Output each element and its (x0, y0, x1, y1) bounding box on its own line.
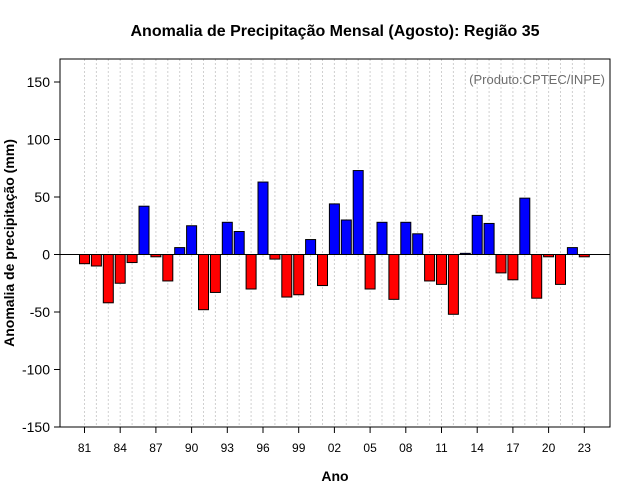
y-tick-label: 0 (42, 247, 50, 263)
bar-1984 (114, 254, 126, 284)
bar-1991 (198, 254, 209, 311)
grid-lines (84, 59, 585, 427)
bar-2002 (328, 203, 340, 255)
bar-1985 (126, 254, 138, 264)
bar-1994 (233, 231, 245, 255)
bar-2001 (317, 254, 328, 287)
bar-2014 (471, 214, 483, 255)
x-tick-label: 99 (292, 441, 306, 455)
bar-2010 (424, 254, 436, 282)
bar-2016 (495, 254, 507, 274)
bar-2000 (305, 239, 317, 256)
y-tick-label: 50 (34, 189, 50, 205)
bar-1993 (221, 221, 233, 256)
bar-1998 (281, 254, 293, 298)
bar-1990 (186, 225, 198, 255)
x-tick-label: 81 (78, 441, 92, 455)
bar-2021 (555, 254, 566, 285)
bars (79, 170, 590, 315)
bar-2017 (507, 254, 519, 281)
bar-1999 (293, 254, 305, 296)
bar-2022 (566, 247, 578, 256)
bar-2008 (400, 221, 412, 256)
bar-1992 (209, 254, 221, 293)
bar-1986 (138, 205, 150, 255)
bar-1995 (245, 254, 257, 290)
y-tick-label: -150 (22, 419, 50, 435)
x-axis: 81 84 87 90 93 96 99 02 05 08 11 14 17 20 23 (78, 427, 591, 455)
plot-frame (59, 58, 611, 428)
chart-title: Anomalia de Precipitação Mensal (Agosto)… (131, 23, 540, 40)
bar-2015 (483, 222, 495, 255)
x-tick-label: 93 (221, 441, 235, 455)
x-tick-label: 02 (328, 441, 342, 455)
x-tick-label: 14 (471, 441, 485, 455)
y-tick-label: -50 (30, 304, 50, 320)
x-tick-label: 08 (399, 441, 413, 455)
bar-1989 (174, 247, 186, 256)
bar-1988 (162, 254, 174, 282)
x-tick-label: 96 (256, 441, 270, 455)
bar-1996 (257, 181, 269, 255)
x-axis-label: Ano (321, 468, 348, 484)
y-tick-label: -100 (22, 362, 50, 378)
y-axis: -150 -100 -50 0 50 100 150 (22, 74, 60, 435)
bar-2018 (519, 197, 531, 255)
y-axis-label: Anomalia de precipitação (mm) (1, 139, 17, 347)
bar-2007 (388, 254, 400, 300)
bar-1981 (79, 254, 90, 265)
y-tick-label: 150 (27, 74, 51, 90)
x-tick-label: 90 (185, 441, 199, 455)
x-tick-label: 87 (149, 441, 163, 455)
x-tick-label: 17 (506, 441, 520, 455)
bar-2006 (376, 221, 388, 256)
bar-2009 (412, 233, 424, 256)
bar-2003 (340, 219, 352, 255)
x-tick-label: 20 (542, 441, 556, 455)
x-tick-label: 23 (578, 441, 592, 455)
x-tick-label: 11 (435, 441, 448, 455)
credit-text: (Produto:CPTEC/INPE) (469, 72, 605, 87)
bar-2019 (531, 254, 543, 299)
bar-2005 (364, 254, 376, 290)
y-tick-label: 100 (27, 132, 51, 148)
bar-2011 (436, 254, 447, 285)
bar-2012 (447, 254, 459, 315)
x-tick-label: 05 (363, 441, 377, 455)
bar-1983 (102, 254, 114, 304)
bar-2004 (352, 170, 364, 255)
x-tick-label: 84 (114, 441, 128, 455)
bar-1997 (269, 254, 281, 260)
bar-1982 (90, 254, 102, 267)
